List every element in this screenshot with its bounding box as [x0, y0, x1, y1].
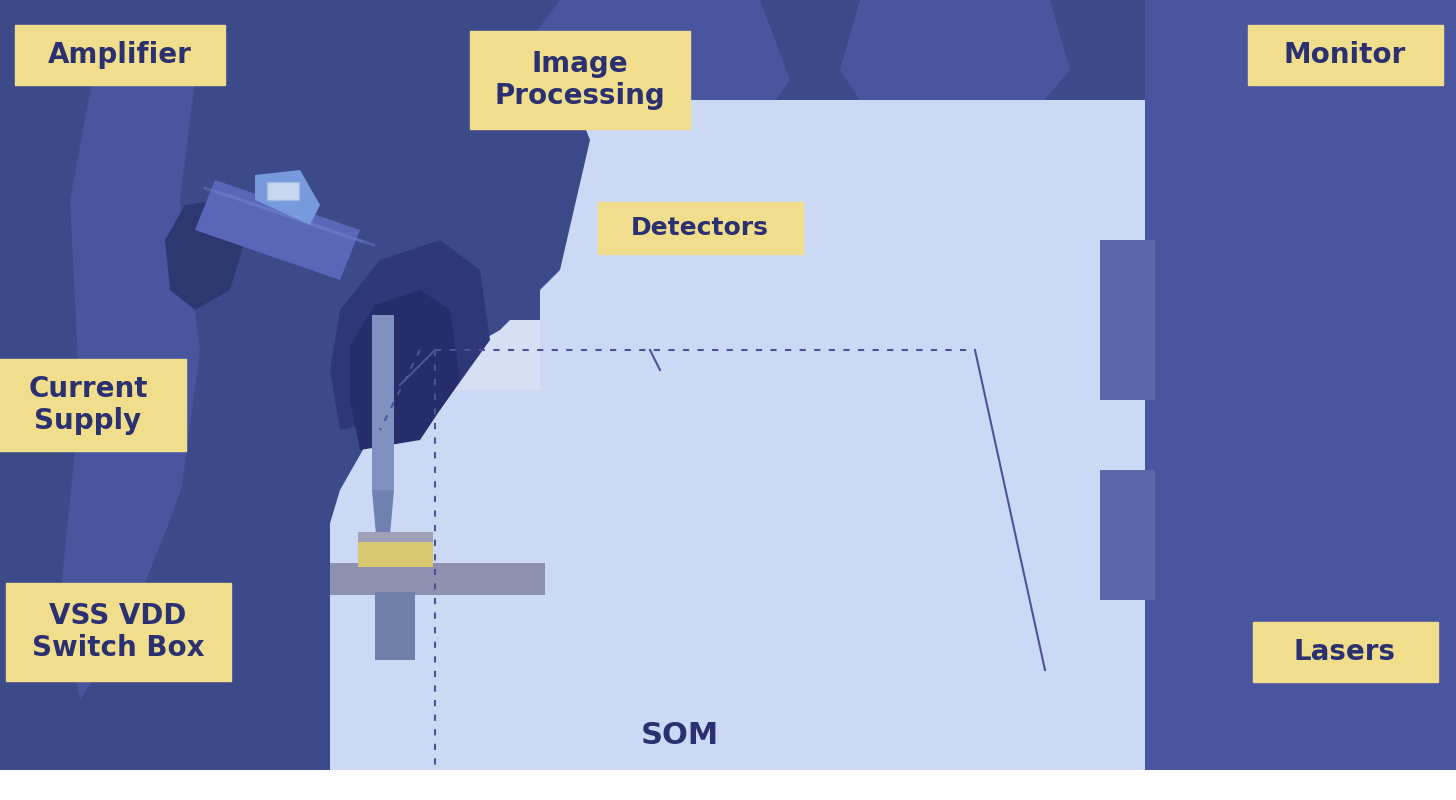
Polygon shape [255, 170, 320, 225]
Polygon shape [181, 40, 590, 640]
FancyBboxPatch shape [6, 583, 230, 681]
Polygon shape [195, 180, 360, 280]
Polygon shape [60, 40, 341, 700]
Bar [1099, 240, 1155, 400]
Text: VSS VDD
Switch Box: VSS VDD Switch Box [32, 602, 204, 662]
Bar [358, 532, 432, 542]
FancyBboxPatch shape [1252, 622, 1437, 682]
FancyBboxPatch shape [597, 202, 802, 254]
Polygon shape [840, 0, 1070, 160]
Bar [331, 563, 545, 595]
Text: Monitor: Monitor [1284, 41, 1406, 69]
Bar [371, 315, 395, 490]
Text: Amplifier: Amplifier [48, 41, 192, 69]
FancyBboxPatch shape [15, 25, 226, 85]
Bar [376, 592, 415, 660]
Polygon shape [165, 200, 245, 310]
Text: Lasers: Lasers [1294, 638, 1396, 666]
Polygon shape [331, 100, 1144, 770]
FancyBboxPatch shape [0, 359, 185, 451]
Text: Image
Processing: Image Processing [495, 50, 665, 110]
Bar [358, 539, 432, 567]
FancyBboxPatch shape [470, 31, 690, 129]
Text: SOM: SOM [641, 721, 719, 750]
Text: Current
Supply: Current Supply [28, 374, 147, 435]
Bar [331, 320, 540, 390]
Polygon shape [1144, 0, 1456, 470]
Bar [0, 770, 1456, 800]
FancyBboxPatch shape [1248, 25, 1443, 85]
Bar [1099, 470, 1155, 600]
Polygon shape [349, 290, 460, 450]
Polygon shape [530, 0, 791, 190]
Bar [266, 182, 298, 200]
Polygon shape [371, 490, 395, 535]
Polygon shape [331, 240, 491, 430]
Polygon shape [1144, 400, 1456, 770]
Text: Detectors: Detectors [630, 216, 769, 240]
